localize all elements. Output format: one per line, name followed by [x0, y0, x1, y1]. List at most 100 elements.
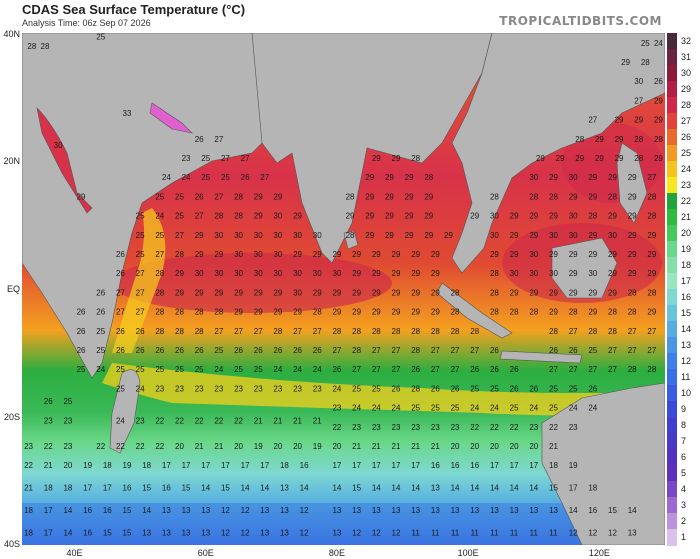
sst-value: 29 — [234, 288, 243, 297]
sst-value: 12 — [608, 528, 617, 537]
sst-value: 26 — [44, 397, 53, 406]
sst-value: 23 — [63, 442, 72, 451]
sst-value: 28 — [175, 327, 184, 336]
sst-value: 29 — [588, 173, 597, 182]
sst-value: 20 — [470, 442, 479, 451]
sst-value: 14 — [63, 528, 72, 537]
sst-value: 22 — [234, 416, 243, 425]
sst-value: 26 — [510, 365, 519, 374]
sst-value: 17 — [182, 461, 191, 470]
sst-value: 12 — [372, 528, 381, 537]
australia — [541, 382, 665, 545]
sst-value: 29 — [372, 308, 381, 317]
sst-value: 29 — [372, 288, 381, 297]
sst-value: 29 — [608, 173, 617, 182]
sst-value: 17 — [83, 484, 92, 493]
sst-value: 27 — [214, 192, 223, 201]
sst-value: 21 — [372, 442, 381, 451]
sst-value: 24 — [273, 365, 282, 374]
sst-value: 25 — [116, 365, 125, 374]
sst-value: 12 — [352, 528, 361, 537]
sst-value: 29 — [654, 116, 663, 125]
sst-value: 13 — [182, 528, 191, 537]
sst-value: 18 — [549, 461, 558, 470]
java — [499, 350, 583, 364]
colorbar-label: 30 — [681, 68, 692, 78]
sst-value: 26 — [136, 346, 145, 355]
sst-value: 27 — [116, 308, 125, 317]
sst-value: 30 — [234, 231, 243, 240]
sst-value: 15 — [549, 484, 558, 493]
sst-value: 28 — [352, 327, 361, 336]
sst-value: 25 — [254, 365, 263, 374]
sst-value: 29 — [195, 250, 204, 259]
sst-value: 13 — [182, 506, 191, 515]
sst-value: 27 — [431, 346, 440, 355]
sst-value: 28 — [214, 308, 223, 317]
sst-value: 26 — [451, 384, 460, 393]
sst-value: 29 — [313, 288, 322, 297]
sst-value: 26 — [490, 346, 499, 355]
sst-value: 27 — [634, 96, 643, 105]
sst-value: 29 — [588, 308, 597, 317]
sst-value: 29 — [405, 212, 414, 221]
sst-value: 17 — [201, 461, 210, 470]
sst-value: 29 — [352, 308, 361, 317]
sst-value: 12 — [300, 506, 309, 515]
sst-value: 25 — [116, 384, 125, 393]
sst-value: 25 — [372, 384, 381, 393]
sst-value: 13 — [352, 506, 361, 515]
sst-value: 21 — [549, 442, 558, 451]
colorbar-segment — [667, 481, 677, 498]
sst-value: 30 — [332, 269, 341, 278]
sst-value: 29 — [608, 288, 617, 297]
sst-value: 29 — [234, 308, 243, 317]
sst-value: 17 — [529, 461, 538, 470]
sst-value: 29 — [647, 250, 656, 259]
sst-value: 25 — [155, 365, 164, 374]
sst-value: 28 — [411, 346, 420, 355]
colorbar-label: 20 — [681, 228, 692, 238]
sst-value: 29 — [569, 192, 578, 201]
sst-value: 30 — [549, 231, 558, 240]
sst-value: 30 — [254, 269, 263, 278]
sst-value: 29 — [431, 288, 440, 297]
sst-value: 23 — [195, 384, 204, 393]
sst-value: 25 — [490, 384, 499, 393]
sst-value: 22 — [24, 461, 33, 470]
sst-value: 28 — [647, 192, 656, 201]
sst-value: 26 — [529, 384, 538, 393]
sst-value: 29 — [615, 154, 624, 163]
sst-value: 13 — [142, 528, 151, 537]
sst-value: 13 — [431, 484, 440, 493]
sst-value: 30 — [634, 77, 643, 86]
sst-value: 24 — [569, 404, 578, 413]
sst-value: 29 — [615, 135, 624, 144]
sst-value: 13 — [628, 528, 637, 537]
sst-value: 25 — [641, 39, 650, 48]
sst-value: 29 — [332, 308, 341, 317]
sst-value: 22 — [175, 416, 184, 425]
sst-value: 17 — [372, 461, 381, 470]
sst-value: 13 — [162, 528, 171, 537]
persian-gulf — [149, 102, 193, 134]
sst-value: 29 — [385, 173, 394, 182]
sst-value: 30 — [234, 250, 243, 259]
sst-value: 26 — [116, 250, 125, 259]
sst-value: 29 — [293, 212, 302, 221]
sst-value: 21 — [254, 416, 263, 425]
sst-value: 24 — [313, 365, 322, 374]
sst-value: 21 — [24, 484, 33, 493]
colorbar-segment — [667, 177, 677, 194]
sst-value: 28 — [451, 288, 460, 297]
sst-value: 28 — [549, 327, 558, 336]
sst-value: 28 — [27, 42, 36, 51]
sst-value: 18 — [63, 484, 72, 493]
sst-value: 22 — [195, 416, 204, 425]
sst-value: 12 — [300, 528, 309, 537]
sst-value: 25 — [96, 327, 105, 336]
sst-value: 12 — [569, 528, 578, 537]
sst-value: 29 — [385, 231, 394, 240]
sst-value: 24 — [162, 173, 171, 182]
sst-value: 28 — [41, 42, 50, 51]
